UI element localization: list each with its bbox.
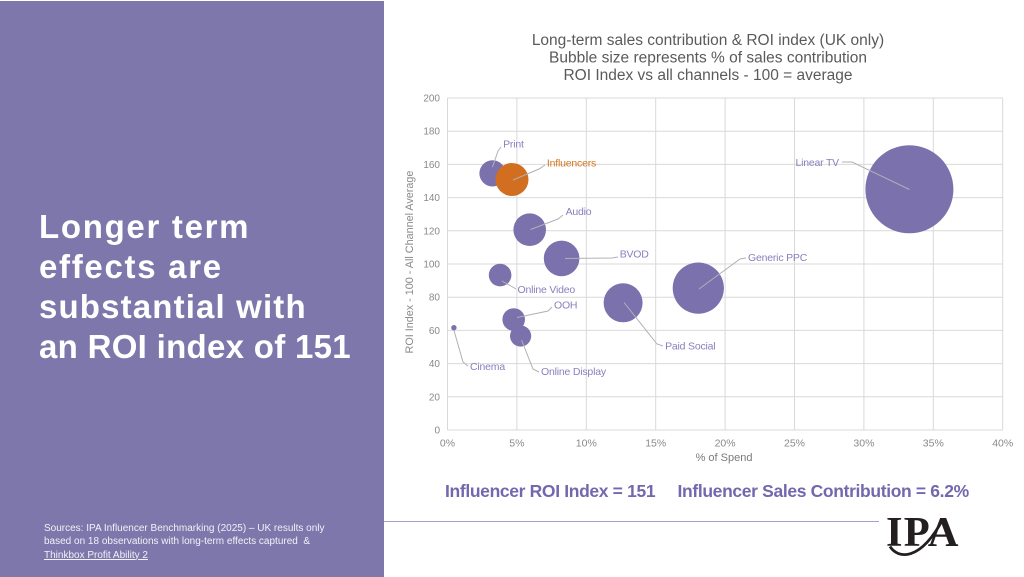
svg-text:30%: 30%	[853, 438, 874, 450]
svg-text:Bubble size represents % of sa: Bubble size represents % of sales contri…	[549, 50, 867, 67]
svg-text:20: 20	[429, 392, 441, 403]
svg-text:Influencers: Influencers	[547, 158, 596, 170]
svg-text:40%: 40%	[992, 438, 1013, 450]
svg-text:25%: 25%	[784, 438, 805, 450]
svg-text:160: 160	[423, 160, 440, 171]
svg-text:80: 80	[429, 293, 441, 304]
svg-text:% of Spend: % of Spend	[696, 452, 753, 464]
svg-text:35%: 35%	[923, 438, 944, 450]
svg-text:ROI Index - 100 - All Channel: ROI Index - 100 - All Channel Average	[404, 171, 416, 354]
svg-text:Linear TV: Linear TV	[795, 157, 839, 169]
svg-text:Cinema: Cinema	[470, 361, 505, 373]
svg-text:60: 60	[429, 326, 441, 337]
svg-text:Online Display: Online Display	[541, 366, 607, 378]
svg-text:140: 140	[423, 193, 440, 204]
svg-text:0: 0	[434, 426, 440, 437]
svg-text:200: 200	[423, 94, 440, 105]
svg-text:15%: 15%	[645, 438, 666, 450]
svg-text:Paid Social: Paid Social	[665, 341, 715, 353]
svg-text:180: 180	[423, 127, 440, 138]
svg-text:100: 100	[423, 260, 440, 271]
svg-text:0%: 0%	[440, 438, 455, 450]
svg-text:Long-term sales contribution &: Long-term sales contribution & ROI index…	[532, 32, 884, 49]
svg-text:BVOD: BVOD	[620, 248, 650, 260]
svg-text:120: 120	[423, 226, 440, 237]
svg-text:Online Video: Online Video	[518, 284, 576, 296]
svg-text:10%: 10%	[576, 438, 597, 450]
svg-text:40: 40	[429, 359, 441, 370]
svg-text:OOH: OOH	[554, 300, 577, 312]
svg-text:Generic PPC: Generic PPC	[748, 252, 808, 264]
svg-text:5%: 5%	[509, 438, 524, 450]
svg-text:Audio: Audio	[566, 206, 592, 218]
svg-text:Print: Print	[503, 139, 524, 151]
svg-text:20%: 20%	[715, 438, 736, 450]
svg-text:ROI Index vs all channels - 10: ROI Index vs all channels - 100 = averag…	[563, 67, 852, 84]
svg-text:IPA: IPA	[886, 509, 960, 556]
